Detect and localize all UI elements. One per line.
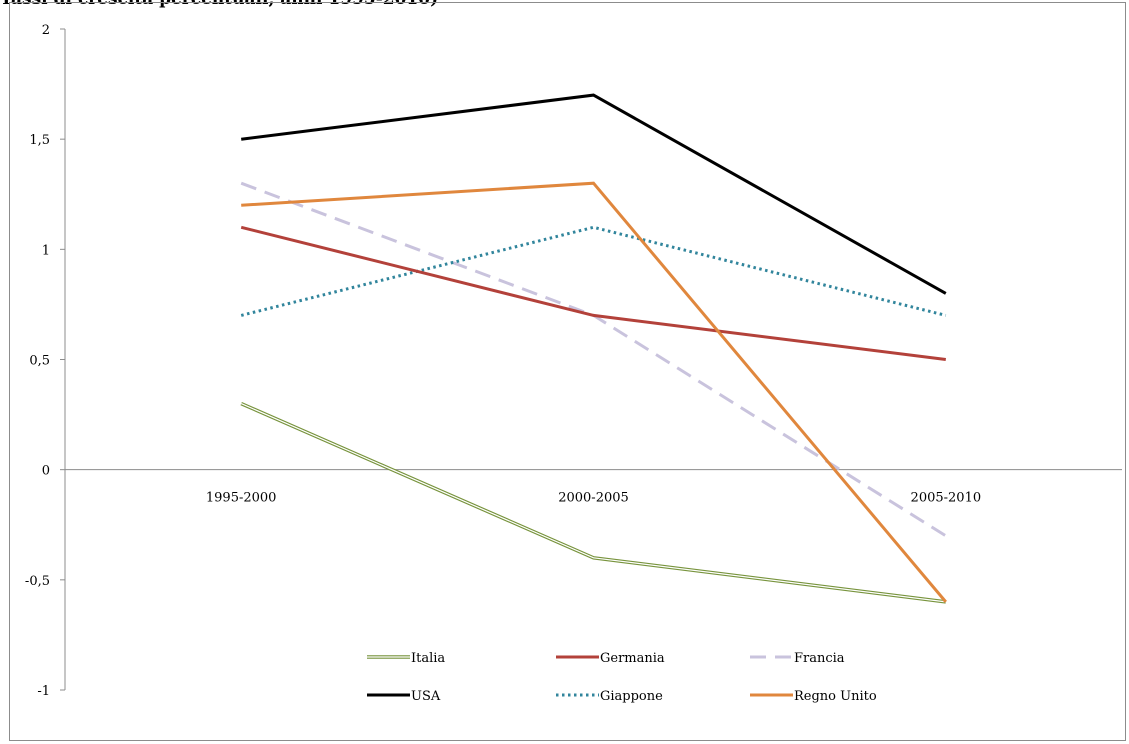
legend-label-germania: Germania — [600, 651, 665, 666]
series-line-usa — [241, 93, 947, 295]
legend-label-francia: Francia — [794, 651, 845, 666]
series-lines — [240, 93, 947, 604]
x-axis-ticks: 1995-2000 2000-2005 2005-2010 — [206, 491, 981, 506]
y-tick-label: 1,5 — [29, 133, 50, 148]
y-tick-label: 1 — [42, 243, 50, 258]
series-line-italia-inner — [240, 403, 946, 603]
series-line-germania — [240, 225, 946, 361]
x-tick-label: 2005-2010 — [911, 491, 982, 506]
axes — [64, 29, 1122, 690]
y-tick-label: -0,5 — [25, 574, 50, 589]
x-tick-label: 2000-2005 — [558, 491, 629, 506]
legend: Italia Germania Francia USA Giappone Regno Un… — [367, 651, 877, 704]
legend-label-italia: Italia — [411, 651, 445, 666]
chart-frame — [9, 2, 1126, 741]
legend-label-giappone: Giappone — [600, 689, 663, 704]
y-tick-label: -1 — [37, 684, 50, 699]
y-tick-label: 0,5 — [29, 354, 50, 369]
chart-title: Tassi di crescita percentuali, anni 1995… — [0, 0, 438, 9]
legend-label-regno-unito: Regno Unito — [794, 689, 877, 704]
y-tick-label: 2 — [42, 23, 50, 38]
series-line-giappone — [240, 225, 947, 317]
x-tick-label: 1995-2000 — [206, 491, 277, 506]
series-line-francia — [240, 181, 947, 538]
y-tick-label: 0 — [42, 464, 50, 479]
y-axis-ticks: -1 -0,5 0 0,5 1 1,5 2 — [25, 23, 65, 699]
series-line-regno-unito — [241, 181, 947, 603]
legend-label-usa: USA — [411, 689, 441, 704]
